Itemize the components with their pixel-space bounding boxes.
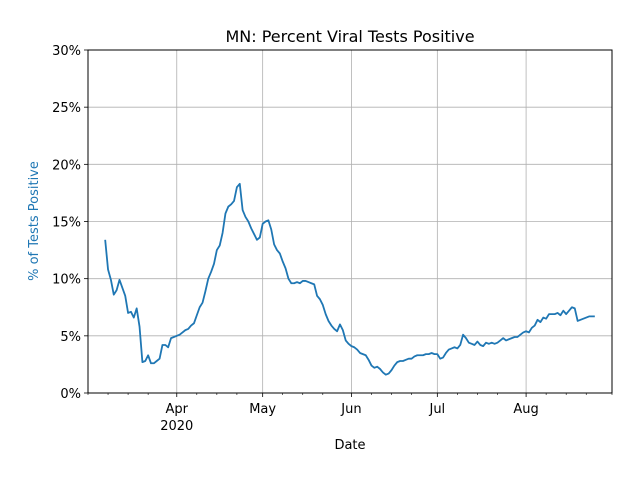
y-tick-label: 25% (52, 101, 81, 116)
series-group (104, 182, 595, 376)
x-tick-label: Aug (513, 402, 538, 417)
y-tick-label: 10% (52, 273, 81, 288)
x-tick-label: Jul (428, 402, 445, 417)
y-tick-label: 15% (52, 216, 81, 231)
x-tick-label: Apr (166, 402, 189, 417)
y-tick-label: 30% (52, 44, 81, 59)
x-tick-year-label: 2020 (160, 419, 193, 434)
y-tick-label: 20% (52, 158, 81, 173)
y-tick-label: 5% (60, 330, 81, 345)
series-line (104, 182, 595, 376)
y-tick-label: 0% (60, 387, 81, 402)
chart-title: MN: Percent Viral Tests Positive (225, 27, 474, 46)
x-tick-label: Jun (340, 402, 361, 417)
y-axis: 0% 5% 10% 15% 20% 25% 30% (52, 44, 88, 402)
y-axis-label: % of Tests Positive (27, 161, 42, 281)
x-tick-label: May (249, 402, 276, 417)
x-axis-label: Date (334, 438, 365, 453)
x-axis: Apr 2020 May Jun Jul Aug (87, 393, 613, 434)
